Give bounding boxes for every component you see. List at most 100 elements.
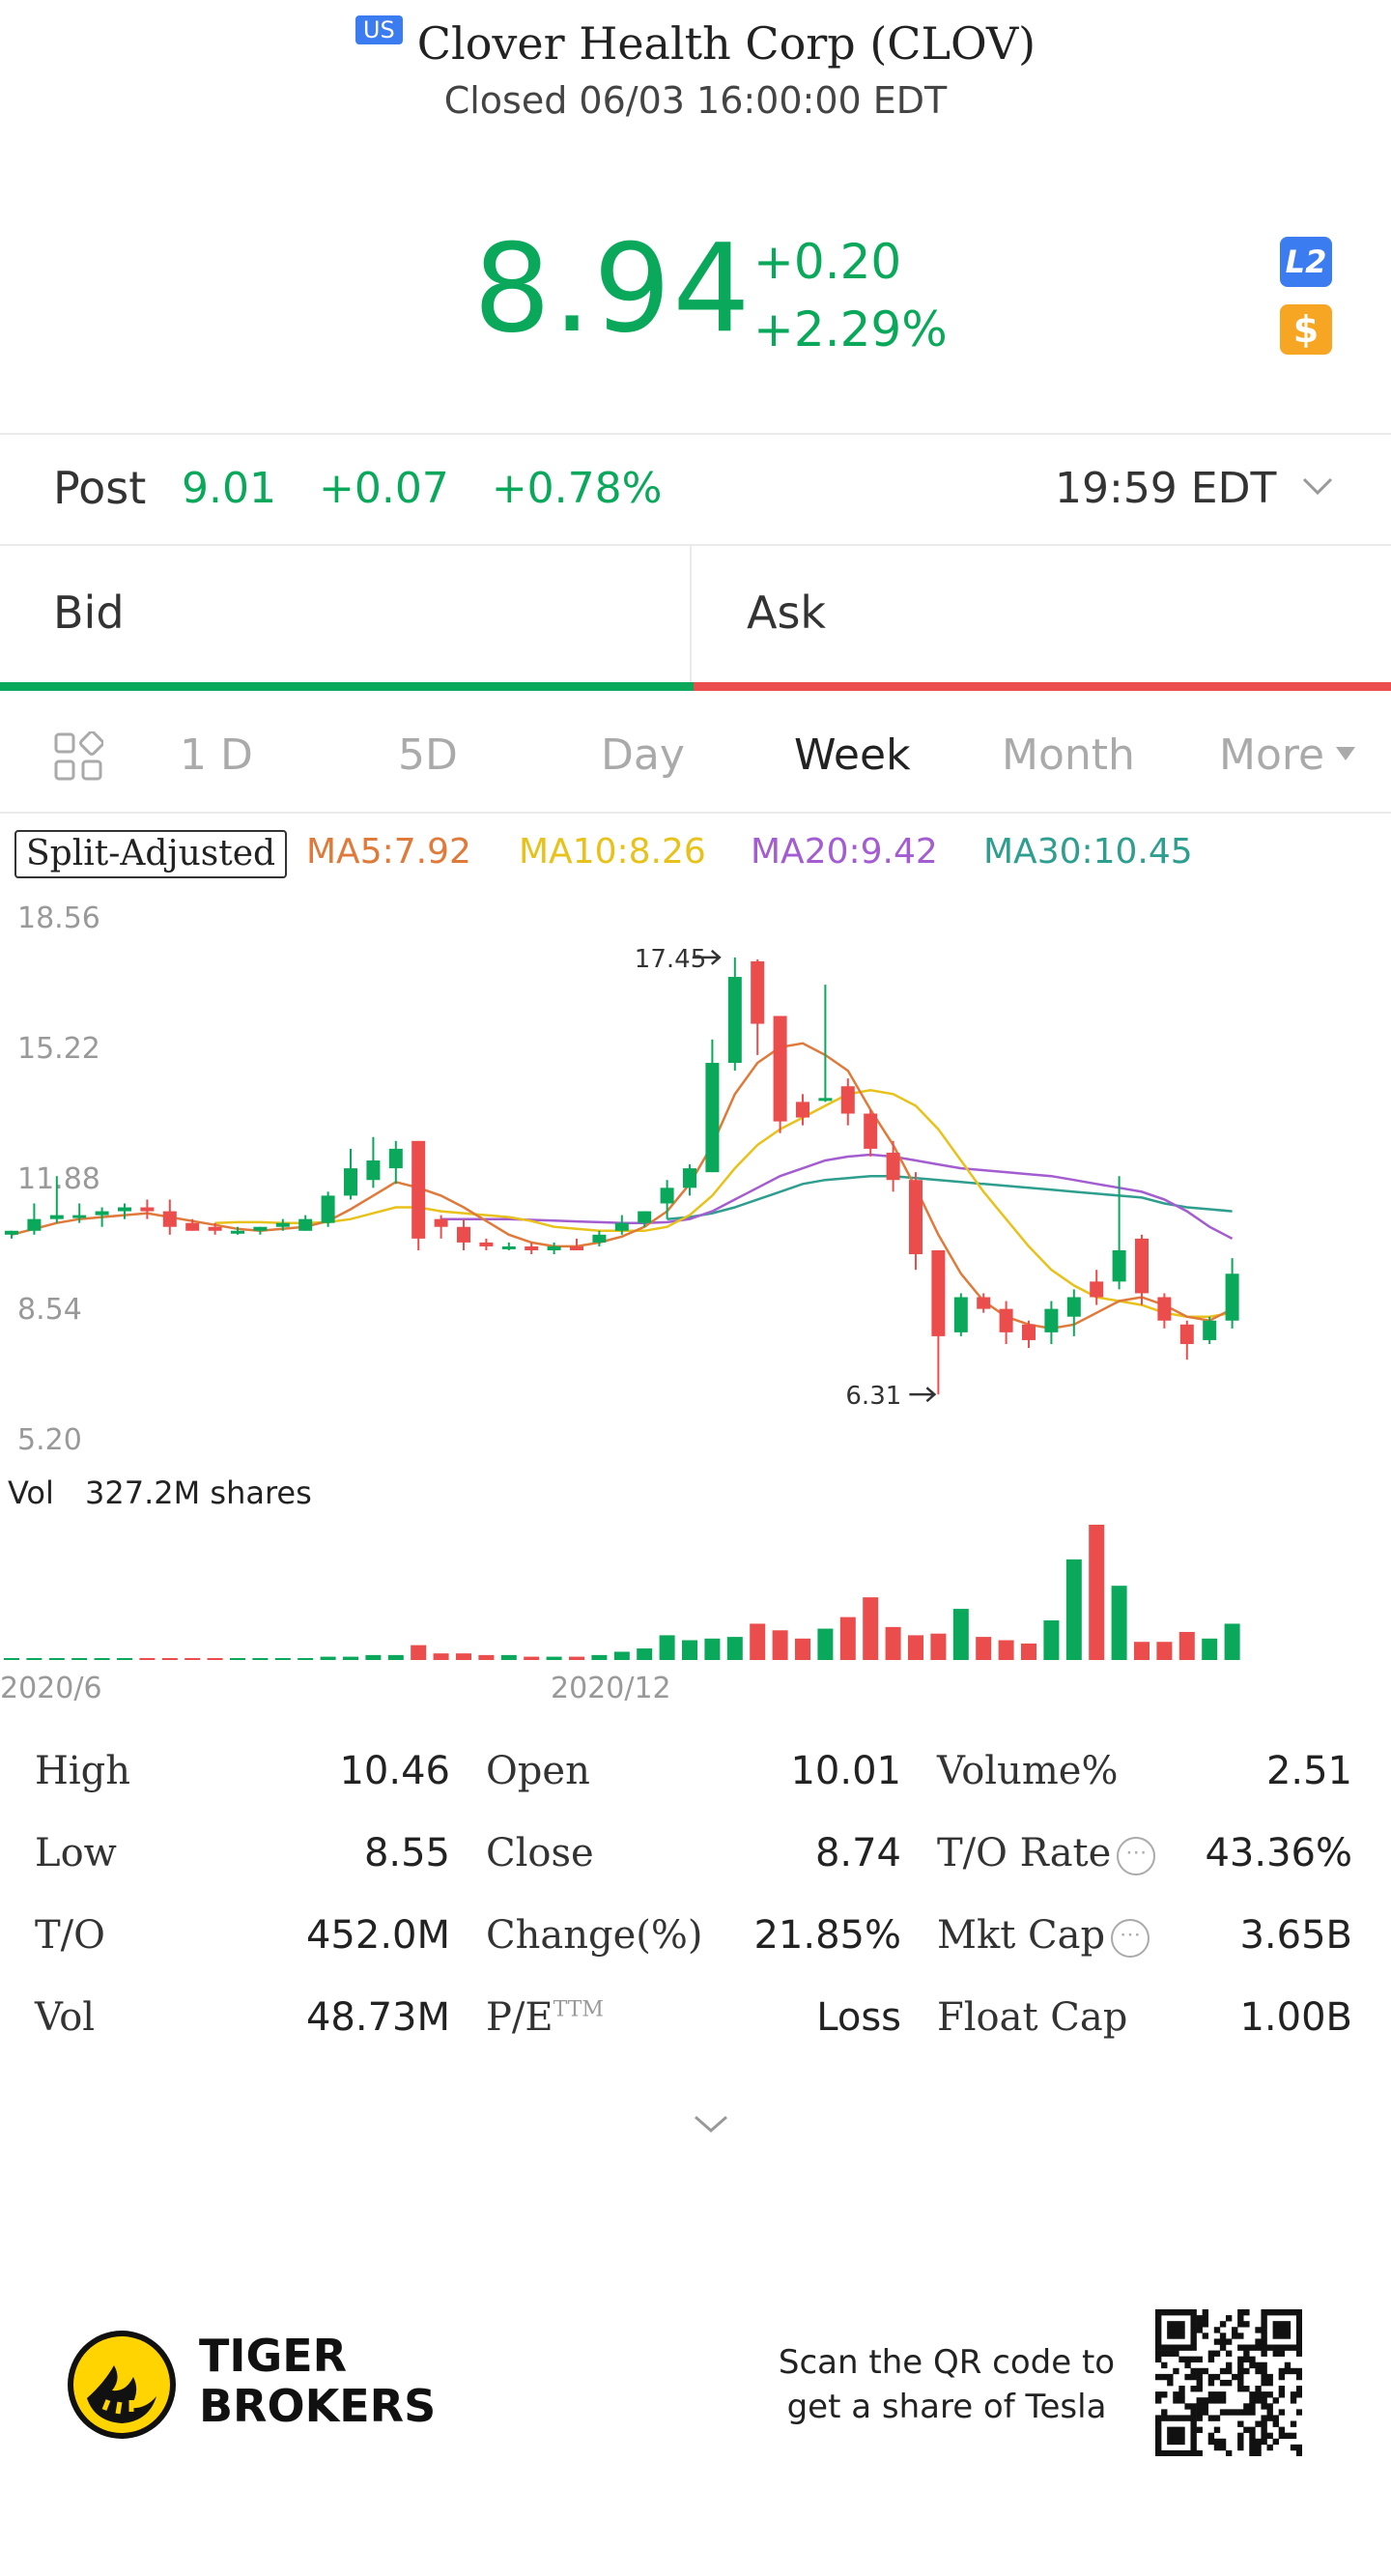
post-values: 9.01 +0.07 +0.78% xyxy=(182,464,704,513)
split-adjusted-button[interactable]: Split-Adjusted xyxy=(14,830,288,878)
qr-module xyxy=(1255,2367,1262,2375)
qr-module xyxy=(1237,2344,1244,2351)
qr-module xyxy=(1255,2327,1262,2333)
qr-module xyxy=(1219,2379,1227,2387)
qr-module xyxy=(1261,2350,1267,2357)
stat-value: 21.85% xyxy=(753,1913,901,1958)
qr-module xyxy=(1167,2350,1174,2357)
qr-module xyxy=(1225,2367,1233,2375)
candle-body xyxy=(660,1188,674,1204)
volume-bar xyxy=(1111,1586,1127,1660)
post-label: Post xyxy=(53,462,147,514)
brand-name: TIGER BROKERS xyxy=(199,2331,436,2431)
qr-module xyxy=(1213,2444,1221,2451)
tab-month[interactable]: Month xyxy=(1002,730,1135,780)
qr-module xyxy=(1266,2344,1273,2351)
volume-bar xyxy=(1202,1638,1218,1660)
qr-module xyxy=(1261,2333,1267,2339)
candle-body xyxy=(727,977,742,1063)
qr-code-icon[interactable] xyxy=(1155,2309,1302,2456)
qr-module xyxy=(1261,2438,1267,2446)
volume-bar xyxy=(885,1626,901,1660)
volume-bar xyxy=(637,1648,653,1660)
qr-module xyxy=(1295,2338,1302,2345)
qr-module xyxy=(1261,2420,1267,2427)
level2-badge-button[interactable]: L2 xyxy=(1280,237,1332,287)
stat-value: 2.51 xyxy=(1265,1749,1352,1793)
qr-module xyxy=(1190,2432,1197,2440)
candle-body xyxy=(208,1226,222,1231)
qr-module xyxy=(1173,2344,1179,2351)
candle-body xyxy=(751,960,765,1024)
stat-label-text: Volume% xyxy=(937,1749,1119,1793)
qr-module xyxy=(1173,2449,1179,2456)
chevron-down-icon[interactable] xyxy=(1300,472,1335,501)
tab-day[interactable]: Day xyxy=(601,730,685,780)
qr-module xyxy=(1249,2403,1256,2410)
qr-module xyxy=(1290,2432,1297,2440)
volume-bar xyxy=(1089,1525,1105,1660)
qr-module xyxy=(1213,2338,1221,2345)
qr-module xyxy=(1167,2333,1174,2339)
stat-label: Volume% xyxy=(937,1749,1118,1793)
bid-cell[interactable]: Bid xyxy=(0,546,692,691)
qr-module xyxy=(1225,2409,1233,2416)
qr-module xyxy=(1237,2315,1244,2322)
stat-label: Close xyxy=(486,1831,594,1875)
qr-module xyxy=(1161,2391,1168,2398)
footer: TIGER BROKERS Scan the QR code to get a … xyxy=(0,2309,1391,2474)
info-icon[interactable]: ⋯ xyxy=(1111,1919,1150,1958)
qr-module xyxy=(1196,2403,1203,2410)
info-icon[interactable]: ⋯ xyxy=(1117,1837,1156,1875)
qr-module xyxy=(1178,2432,1185,2440)
grid-layout-icon[interactable] xyxy=(53,731,103,782)
expand-chevron-icon[interactable] xyxy=(692,2111,730,2136)
qr-module xyxy=(1155,2426,1162,2433)
dollar-badge-button[interactable]: $ xyxy=(1280,304,1332,355)
candle-body xyxy=(1179,1324,1194,1344)
qr-module xyxy=(1219,2391,1227,2398)
qr-module xyxy=(1261,2338,1267,2345)
tab-1d[interactable]: 1 D xyxy=(180,730,253,780)
qr-module xyxy=(1284,2367,1292,2375)
candle-body xyxy=(864,1113,878,1149)
qr-module xyxy=(1219,2409,1227,2416)
qr-module xyxy=(1249,2444,1256,2451)
qr-module xyxy=(1161,2409,1168,2416)
qr-module xyxy=(1173,2438,1179,2446)
qr-module xyxy=(1255,2391,1262,2398)
post-market-row[interactable]: Post 9.01 +0.07 +0.78% 19:59 EDT xyxy=(0,435,1391,545)
qr-module xyxy=(1190,2327,1197,2333)
candle-body xyxy=(796,1102,809,1118)
stat-label: Change(%) xyxy=(486,1913,702,1958)
qr-module xyxy=(1219,2333,1227,2339)
stat-label-text: Open xyxy=(486,1749,590,1793)
qr-module xyxy=(1290,2367,1297,2375)
qr-module xyxy=(1167,2373,1174,2381)
qr-module xyxy=(1190,2356,1197,2363)
tab-more[interactable]: More xyxy=(1219,730,1356,780)
tab-week[interactable]: Week xyxy=(794,730,911,780)
qr-module xyxy=(1167,2432,1174,2440)
qr-module xyxy=(1261,2373,1267,2381)
qr-module xyxy=(1295,2333,1302,2339)
qr-module xyxy=(1243,2321,1250,2328)
qr-module xyxy=(1255,2420,1262,2427)
qr-module xyxy=(1249,2409,1256,2416)
qr-module xyxy=(1190,2426,1197,2433)
qr-module xyxy=(1266,2373,1273,2381)
price-change-pct: +2.29% xyxy=(753,301,948,358)
stat-label: Mkt Cap ⋯ xyxy=(937,1913,1150,1958)
stat-label: Low xyxy=(35,1831,117,1875)
candle-body xyxy=(909,1180,923,1255)
qr-module xyxy=(1249,2356,1256,2363)
ma30-line xyxy=(667,1174,1233,1220)
tab-5d[interactable]: 5D xyxy=(398,730,458,780)
qr-module xyxy=(1290,2397,1297,2404)
stat-label-text: Mkt Cap xyxy=(937,1913,1106,1958)
candle-body xyxy=(479,1242,494,1246)
qr-module xyxy=(1184,2344,1191,2351)
qr-module xyxy=(1290,2309,1297,2316)
price-chart[interactable]: 18.56 15.22 11.88 8.54 5.20 17.45 6.31 Vol 327.2… xyxy=(0,889,1391,1715)
ask-cell[interactable]: Ask xyxy=(694,546,1391,691)
